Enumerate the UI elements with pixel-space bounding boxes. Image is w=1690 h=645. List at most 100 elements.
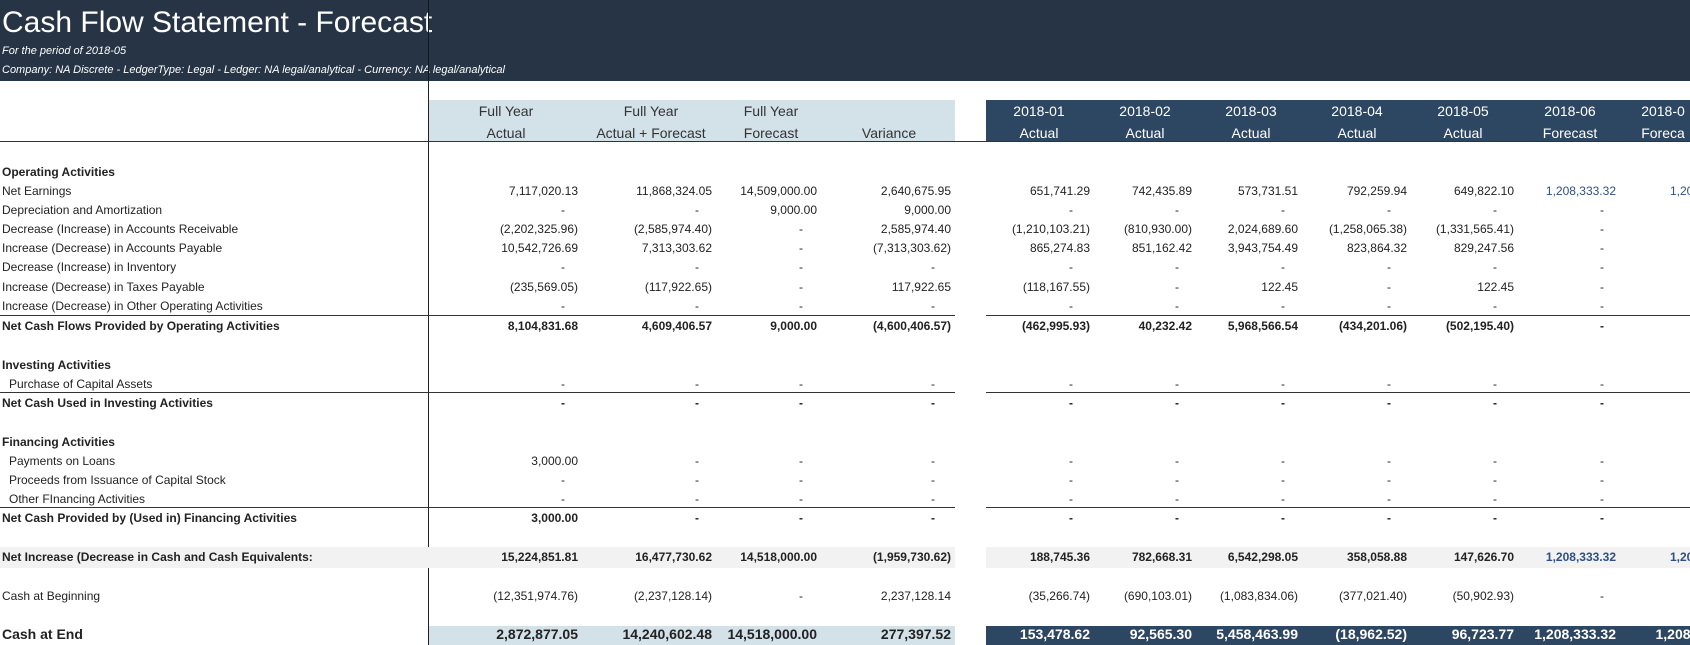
table-cell: 92,565.30 <box>1129 626 1192 642</box>
table-cell: - <box>799 454 803 468</box>
table-cell: - <box>1600 299 1604 313</box>
table-cell: - <box>1387 511 1391 525</box>
table-cell: - <box>695 299 699 313</box>
table-cell: 14,509,000.00 <box>740 184 817 198</box>
column-header-2-line2: Actual + Forecast <box>596 125 706 141</box>
table-cell: 1,208,333.32 <box>1545 550 1616 564</box>
table-cell: - <box>695 377 699 391</box>
row-label: Other FInancing Activities <box>9 492 146 506</box>
row-label: Payments on Loans <box>9 454 116 468</box>
column-header-11-line1: 2018-0 <box>1641 103 1685 119</box>
column-header-3-line2: Forecast <box>743 125 799 141</box>
table-cell: 16,477,730.62 <box>635 550 712 564</box>
table-cell: - <box>695 511 699 525</box>
table-cell: - <box>1493 473 1497 487</box>
table-cell: 153,478.62 <box>1019 626 1090 642</box>
table-cell: - <box>561 260 565 274</box>
table-cell: - <box>1493 377 1497 391</box>
table-cell: 2,024,689.60 <box>1227 222 1298 236</box>
table-cell: (18,962.52) <box>1335 626 1407 642</box>
table-cell: (1,083,834.06) <box>1219 589 1298 603</box>
row-label: Investing Activities <box>2 358 111 372</box>
column-header-1-line1: Full Year <box>478 103 534 119</box>
table-cell: - <box>1600 473 1604 487</box>
table-cell: - <box>1281 473 1285 487</box>
table-cell: 122.45 <box>1477 280 1514 294</box>
column-header-5-line2: Actual <box>1019 125 1059 141</box>
row-label: Depreciation and Amortization <box>2 203 163 217</box>
table-cell: 14,518,000.00 <box>740 550 817 564</box>
table-cell: (810,930.00) <box>1123 222 1192 236</box>
column-header-5-line1: 2018-01 <box>1013 103 1065 119</box>
table-cell: 3,000.00 <box>531 454 578 468</box>
row-label: Cash at Beginning <box>2 589 101 603</box>
table-cell: - <box>799 222 803 236</box>
table-cell: 5,968,566.54 <box>1227 319 1298 333</box>
table-cell: - <box>1600 396 1604 410</box>
table-cell: 10,542,726.69 <box>501 241 578 255</box>
table-cell: - <box>799 492 803 506</box>
table-cell: 865,274.83 <box>1029 241 1090 255</box>
table-cell: - <box>561 377 565 391</box>
table-cell: - <box>561 492 565 506</box>
table-cell: - <box>931 473 935 487</box>
total-rule <box>0 315 955 316</box>
table-cell: - <box>695 396 699 410</box>
table-cell: - <box>931 492 935 506</box>
table-cell: 9,000.00 <box>770 319 817 333</box>
table-cell: - <box>695 492 699 506</box>
table-cell: - <box>799 511 803 525</box>
table-cell: 3,943,754.49 <box>1227 241 1298 255</box>
table-cell: - <box>799 589 803 603</box>
row-label: Increase (Decrease) in Taxes Payable <box>2 280 205 294</box>
row-label: Proceeds from Issuance of Capital Stock <box>9 473 226 487</box>
total-rule-monthly <box>986 392 1690 393</box>
report-header: Cash Flow Statement - Forecast For the p… <box>0 0 1690 81</box>
table-cell: - <box>1281 454 1285 468</box>
column-header-4-line2: Variance <box>861 125 917 141</box>
table-cell: - <box>1281 299 1285 313</box>
table-cell: - <box>695 473 699 487</box>
table-cell: 823,864.32 <box>1346 241 1407 255</box>
column-header-2-line1: Full Year <box>623 103 679 119</box>
table-cell: - <box>1600 280 1604 294</box>
table-cell: 96,723.77 <box>1451 626 1514 642</box>
table-cell: 9,000.00 <box>904 203 951 217</box>
table-cell: - <box>695 454 699 468</box>
table-cell: - <box>1493 454 1497 468</box>
table-cell: - <box>1493 492 1497 506</box>
table-cell: - <box>1175 473 1179 487</box>
cash-end-band-summary <box>429 626 955 645</box>
table-cell: - <box>931 377 935 391</box>
table-cell: 147,626.70 <box>1453 550 1514 564</box>
row-label: Net Increase (Decrease in Cash and Cash … <box>2 550 313 564</box>
column-header-10-line2: Forecast <box>1542 125 1598 141</box>
column-divider <box>428 81 429 645</box>
table-cell: (502,195.40) <box>1445 319 1514 333</box>
table-cell: - <box>1387 473 1391 487</box>
row-label: Net Cash Provided by (Used in) Financing… <box>2 511 297 525</box>
table-cell: - <box>1493 203 1497 217</box>
table-cell: - <box>1387 396 1391 410</box>
table-cell: (1,258,065.38) <box>1328 222 1407 236</box>
table-cell: - <box>1175 203 1179 217</box>
table-cell: - <box>1493 260 1497 274</box>
table-cell: - <box>1281 203 1285 217</box>
row-label: Operating Activities <box>2 165 115 179</box>
table-cell: - <box>799 299 803 313</box>
table-cell: 5,458,463.99 <box>1216 626 1298 642</box>
table-cell: - <box>799 241 803 255</box>
table-cell: - <box>931 454 935 468</box>
table-cell: 851,162.42 <box>1131 241 1192 255</box>
table-cell: - <box>1069 260 1073 274</box>
row-label: Decrease (Increase) in Accounts Receivab… <box>2 222 239 236</box>
table-cell: 1,208,3 <box>1669 550 1690 564</box>
table-cell: - <box>1387 377 1391 391</box>
header-underline <box>0 141 1690 142</box>
table-cell: (2,585,974.40) <box>633 222 712 236</box>
total-rule-monthly <box>986 507 1690 508</box>
table-cell: - <box>1387 299 1391 313</box>
table-cell: - <box>1069 396 1073 410</box>
table-cell: - <box>1600 222 1604 236</box>
table-cell: - <box>1281 377 1285 391</box>
